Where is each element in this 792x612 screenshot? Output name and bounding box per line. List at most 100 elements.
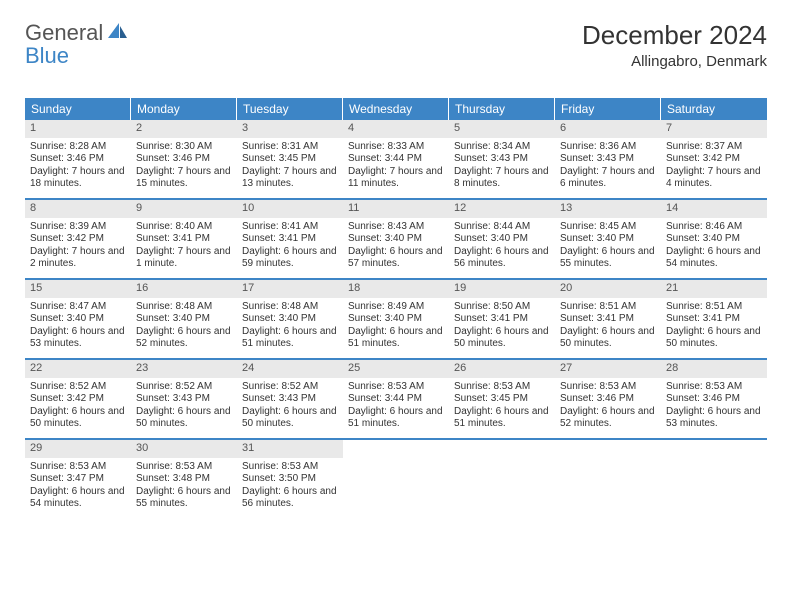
sunrise-line: Sunrise: 8:41 AM <box>242 221 338 234</box>
sunrise-line: Sunrise: 8:31 AM <box>242 141 338 154</box>
sunrise-line: Sunrise: 8:43 AM <box>348 221 444 234</box>
logo-text-2: Blue <box>25 43 69 69</box>
sunset-line: Sunset: 3:40 PM <box>666 233 762 246</box>
weekday-thursday: Thursday <box>449 98 555 120</box>
daylight-line: Daylight: 6 hours and 51 minutes. <box>454 406 550 431</box>
day-number: 6 <box>555 120 661 138</box>
daylight-line: Daylight: 6 hours and 50 minutes. <box>560 326 656 351</box>
day-cell: 1Sunrise: 8:28 AMSunset: 3:46 PMDaylight… <box>25 120 131 198</box>
sunrise-line: Sunrise: 8:53 AM <box>454 381 550 394</box>
day-cell: 8Sunrise: 8:39 AMSunset: 3:42 PMDaylight… <box>25 200 131 278</box>
day-number: 12 <box>449 200 555 218</box>
sunrise-line: Sunrise: 8:47 AM <box>30 301 126 314</box>
weekday-saturday: Saturday <box>661 98 767 120</box>
sunrise-line: Sunrise: 8:52 AM <box>242 381 338 394</box>
day-info: Sunrise: 8:53 AMSunset: 3:45 PMDaylight:… <box>449 378 555 435</box>
day-cell: 22Sunrise: 8:52 AMSunset: 3:42 PMDayligh… <box>25 360 131 438</box>
day-cell: 7Sunrise: 8:37 AMSunset: 3:42 PMDaylight… <box>661 120 767 198</box>
day-cell: 27Sunrise: 8:53 AMSunset: 3:46 PMDayligh… <box>555 360 661 438</box>
sunrise-line: Sunrise: 8:33 AM <box>348 141 444 154</box>
sunset-line: Sunset: 3:46 PM <box>560 393 656 406</box>
sunset-line: Sunset: 3:41 PM <box>242 233 338 246</box>
day-info: Sunrise: 8:53 AMSunset: 3:48 PMDaylight:… <box>131 458 237 515</box>
weekday-wednesday: Wednesday <box>343 98 449 120</box>
day-number: 23 <box>131 360 237 378</box>
sunset-line: Sunset: 3:40 PM <box>30 313 126 326</box>
day-info: Sunrise: 8:53 AMSunset: 3:50 PMDaylight:… <box>237 458 343 515</box>
sunset-line: Sunset: 3:40 PM <box>348 233 444 246</box>
day-cell: 23Sunrise: 8:52 AMSunset: 3:43 PMDayligh… <box>131 360 237 438</box>
calendar: SundayMondayTuesdayWednesdayThursdayFrid… <box>25 98 767 518</box>
day-number: 22 <box>25 360 131 378</box>
day-info: Sunrise: 8:53 AMSunset: 3:46 PMDaylight:… <box>661 378 767 435</box>
day-info: Sunrise: 8:52 AMSunset: 3:43 PMDaylight:… <box>131 378 237 435</box>
day-cell: 25Sunrise: 8:53 AMSunset: 3:44 PMDayligh… <box>343 360 449 438</box>
day-info: Sunrise: 8:43 AMSunset: 3:40 PMDaylight:… <box>343 218 449 275</box>
sunrise-line: Sunrise: 8:48 AM <box>242 301 338 314</box>
sunset-line: Sunset: 3:47 PM <box>30 473 126 486</box>
day-number: 19 <box>449 280 555 298</box>
daylight-line: Daylight: 6 hours and 52 minutes. <box>136 326 232 351</box>
day-number: 29 <box>25 440 131 458</box>
day-cell: 9Sunrise: 8:40 AMSunset: 3:41 PMDaylight… <box>131 200 237 278</box>
day-number: 1 <box>25 120 131 138</box>
day-info: Sunrise: 8:53 AMSunset: 3:44 PMDaylight:… <box>343 378 449 435</box>
day-info: Sunrise: 8:51 AMSunset: 3:41 PMDaylight:… <box>661 298 767 355</box>
sunrise-line: Sunrise: 8:49 AM <box>348 301 444 314</box>
sunset-line: Sunset: 3:40 PM <box>454 233 550 246</box>
day-number: 26 <box>449 360 555 378</box>
sunrise-line: Sunrise: 8:52 AM <box>136 381 232 394</box>
daylight-line: Daylight: 7 hours and 4 minutes. <box>666 166 762 191</box>
day-info: Sunrise: 8:40 AMSunset: 3:41 PMDaylight:… <box>131 218 237 275</box>
day-info: Sunrise: 8:48 AMSunset: 3:40 PMDaylight:… <box>131 298 237 355</box>
day-cell: 24Sunrise: 8:52 AMSunset: 3:43 PMDayligh… <box>237 360 343 438</box>
week-row: 1Sunrise: 8:28 AMSunset: 3:46 PMDaylight… <box>25 120 767 200</box>
sunrise-line: Sunrise: 8:44 AM <box>454 221 550 234</box>
day-info: Sunrise: 8:53 AMSunset: 3:46 PMDaylight:… <box>555 378 661 435</box>
daylight-line: Daylight: 6 hours and 56 minutes. <box>454 246 550 271</box>
daylight-line: Daylight: 7 hours and 2 minutes. <box>30 246 126 271</box>
day-info: Sunrise: 8:31 AMSunset: 3:45 PMDaylight:… <box>237 138 343 195</box>
sunrise-line: Sunrise: 8:36 AM <box>560 141 656 154</box>
sunrise-line: Sunrise: 8:51 AM <box>666 301 762 314</box>
daylight-line: Daylight: 7 hours and 8 minutes. <box>454 166 550 191</box>
day-number: 4 <box>343 120 449 138</box>
sunset-line: Sunset: 3:43 PM <box>136 393 232 406</box>
day-number: 5 <box>449 120 555 138</box>
day-cell: 26Sunrise: 8:53 AMSunset: 3:45 PMDayligh… <box>449 360 555 438</box>
daylight-line: Daylight: 7 hours and 13 minutes. <box>242 166 338 191</box>
sunrise-line: Sunrise: 8:39 AM <box>30 221 126 234</box>
day-number: 20 <box>555 280 661 298</box>
sunset-line: Sunset: 3:48 PM <box>136 473 232 486</box>
day-number: 18 <box>343 280 449 298</box>
day-cell: 13Sunrise: 8:45 AMSunset: 3:40 PMDayligh… <box>555 200 661 278</box>
day-number: 25 <box>343 360 449 378</box>
day-number: 17 <box>237 280 343 298</box>
sunset-line: Sunset: 3:44 PM <box>348 153 444 166</box>
sunset-line: Sunset: 3:40 PM <box>242 313 338 326</box>
sunset-line: Sunset: 3:40 PM <box>560 233 656 246</box>
daylight-line: Daylight: 6 hours and 54 minutes. <box>30 486 126 511</box>
sunrise-line: Sunrise: 8:28 AM <box>30 141 126 154</box>
sunset-line: Sunset: 3:42 PM <box>30 233 126 246</box>
sunset-line: Sunset: 3:46 PM <box>666 393 762 406</box>
day-info: Sunrise: 8:52 AMSunset: 3:43 PMDaylight:… <box>237 378 343 435</box>
sunrise-line: Sunrise: 8:53 AM <box>242 461 338 474</box>
daylight-line: Daylight: 6 hours and 50 minutes. <box>666 326 762 351</box>
day-cell: 6Sunrise: 8:36 AMSunset: 3:43 PMDaylight… <box>555 120 661 198</box>
day-info: Sunrise: 8:52 AMSunset: 3:42 PMDaylight:… <box>25 378 131 435</box>
daylight-line: Daylight: 6 hours and 53 minutes. <box>666 406 762 431</box>
day-cell: 15Sunrise: 8:47 AMSunset: 3:40 PMDayligh… <box>25 280 131 358</box>
week-row: 15Sunrise: 8:47 AMSunset: 3:40 PMDayligh… <box>25 280 767 360</box>
day-number: 10 <box>237 200 343 218</box>
weekday-friday: Friday <box>555 98 661 120</box>
weekday-monday: Monday <box>131 98 237 120</box>
sunset-line: Sunset: 3:43 PM <box>560 153 656 166</box>
daylight-line: Daylight: 6 hours and 53 minutes. <box>30 326 126 351</box>
week-row: 8Sunrise: 8:39 AMSunset: 3:42 PMDaylight… <box>25 200 767 280</box>
day-info: Sunrise: 8:30 AMSunset: 3:46 PMDaylight:… <box>131 138 237 195</box>
sunset-line: Sunset: 3:43 PM <box>242 393 338 406</box>
day-number: 31 <box>237 440 343 458</box>
daylight-line: Daylight: 6 hours and 50 minutes. <box>242 406 338 431</box>
sunrise-line: Sunrise: 8:53 AM <box>136 461 232 474</box>
